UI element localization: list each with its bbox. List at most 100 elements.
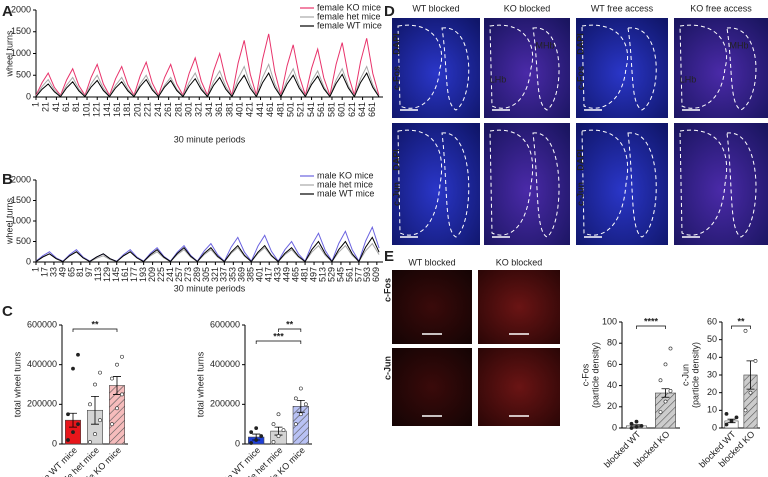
data-point [259, 434, 264, 438]
significance-bracket [255, 340, 302, 344]
panel-label: E [384, 248, 394, 265]
x-tick-label: 577 [353, 267, 363, 282]
y-tick-label: 30 [707, 369, 717, 379]
x-axis-label: 30 minute periods [174, 283, 246, 293]
stain-label: c-Jun [575, 182, 585, 206]
stain-label: c-Jun [391, 182, 401, 206]
legend-label: male KO mice [317, 170, 374, 180]
y-tick-label: 0 [26, 256, 31, 266]
x-tick-label: 401 [234, 102, 244, 117]
significance-label: *** [273, 331, 284, 341]
significance-bracket [278, 328, 302, 332]
x-tick-label: 521 [296, 102, 306, 117]
series-line [35, 33, 380, 98]
x-tick-label: 201 [132, 102, 142, 117]
x-tick-label: 177 [129, 267, 139, 282]
significance-label: ** [286, 319, 294, 329]
y-tick-label: 1500 [11, 195, 31, 205]
micrograph [478, 348, 560, 426]
micrograph [392, 270, 472, 344]
x-tick-label: 321 [194, 102, 204, 117]
x-tick-label: 581 [326, 102, 336, 117]
x-tick-label: 181 [122, 102, 132, 117]
bar-hatch [743, 375, 758, 428]
x-tick-label: 161 [120, 267, 130, 282]
legend-label: male WT mice [317, 188, 374, 198]
x-tick-label: 221 [143, 102, 153, 117]
x-tick-label: 441 [255, 102, 265, 117]
region-outline [679, 24, 728, 109]
x-tick-label: 341 [204, 102, 214, 117]
stain-label: DAPI [391, 149, 401, 171]
x-tick-label: 421 [245, 102, 255, 117]
x-tick-label: 305 [201, 267, 211, 282]
significance-bracket [72, 328, 118, 332]
significance-label: ** [737, 316, 745, 326]
y-tick-label: 0 [52, 438, 57, 448]
x-tick-label: 513 [317, 267, 327, 282]
legend-label: female WT mice [317, 20, 382, 30]
data-point [76, 422, 80, 427]
micrograph [576, 123, 668, 245]
y-tick-label: 1000 [11, 48, 31, 58]
series-line [35, 63, 380, 98]
region-outline [532, 27, 560, 111]
region-outline [679, 129, 728, 236]
x-tick-label: 449 [282, 267, 292, 282]
data-point [249, 430, 254, 435]
error-bar [746, 360, 755, 390]
y-tick-label: 600000 [27, 319, 57, 329]
x-tick-label: 465 [290, 267, 300, 282]
data-point [293, 396, 298, 401]
y-tick-label: 40 [707, 352, 717, 362]
region-outline [581, 129, 629, 236]
data-point [276, 434, 281, 438]
y-tick-label: 400000 [27, 359, 57, 369]
x-tick-label: 321 [210, 267, 220, 282]
x-tick-label: 49 [57, 267, 67, 277]
significance-label: ** [91, 319, 99, 329]
stain-label: c-Fos [575, 66, 585, 90]
region-outline [489, 129, 534, 236]
bar-hatch [655, 393, 676, 428]
data-point [663, 362, 668, 367]
panel-label: C [2, 303, 13, 320]
x-tick-label: 337 [219, 267, 229, 282]
x-tick-label: 281 [173, 102, 183, 117]
column-header: KO blocked [504, 3, 551, 13]
error-bar [91, 396, 99, 425]
micrograph [478, 270, 560, 344]
data-point [724, 411, 729, 416]
micrograph [674, 18, 768, 118]
x-tick-label: 561 [344, 267, 354, 282]
x-tick-label: 209 [147, 267, 157, 282]
data-point [663, 399, 668, 404]
y-tick-label: 500 [16, 236, 31, 246]
region-label: MHb [535, 40, 554, 50]
x-tick-label: 257 [174, 267, 184, 282]
data-point [271, 422, 276, 427]
data-point [298, 386, 303, 391]
data-point [98, 370, 102, 375]
data-point [93, 382, 97, 387]
data-point [254, 426, 259, 431]
x-tick-label: 21 [41, 102, 51, 112]
micrograph [392, 348, 472, 426]
y-tick-label: 0 [712, 422, 717, 432]
y-tick-label: 60 [607, 359, 617, 369]
panel-label: A [2, 3, 13, 20]
data-point [753, 358, 758, 363]
legend-label: female KO mice [317, 2, 381, 12]
micrograph [392, 123, 480, 245]
x-tick-label: 241 [153, 102, 163, 117]
x-tick-label: 81 [75, 267, 85, 277]
data-point [276, 412, 281, 417]
panel-label: B [2, 171, 13, 188]
y-tick-label: 100 [602, 316, 617, 326]
x-tick-label: 601 [337, 102, 347, 117]
y-axis-label: wheel turns [4, 30, 14, 78]
x-axis-label: 30 minute periods [174, 134, 246, 144]
region-outline [627, 27, 657, 111]
x-tick-label: 609 [371, 267, 381, 282]
